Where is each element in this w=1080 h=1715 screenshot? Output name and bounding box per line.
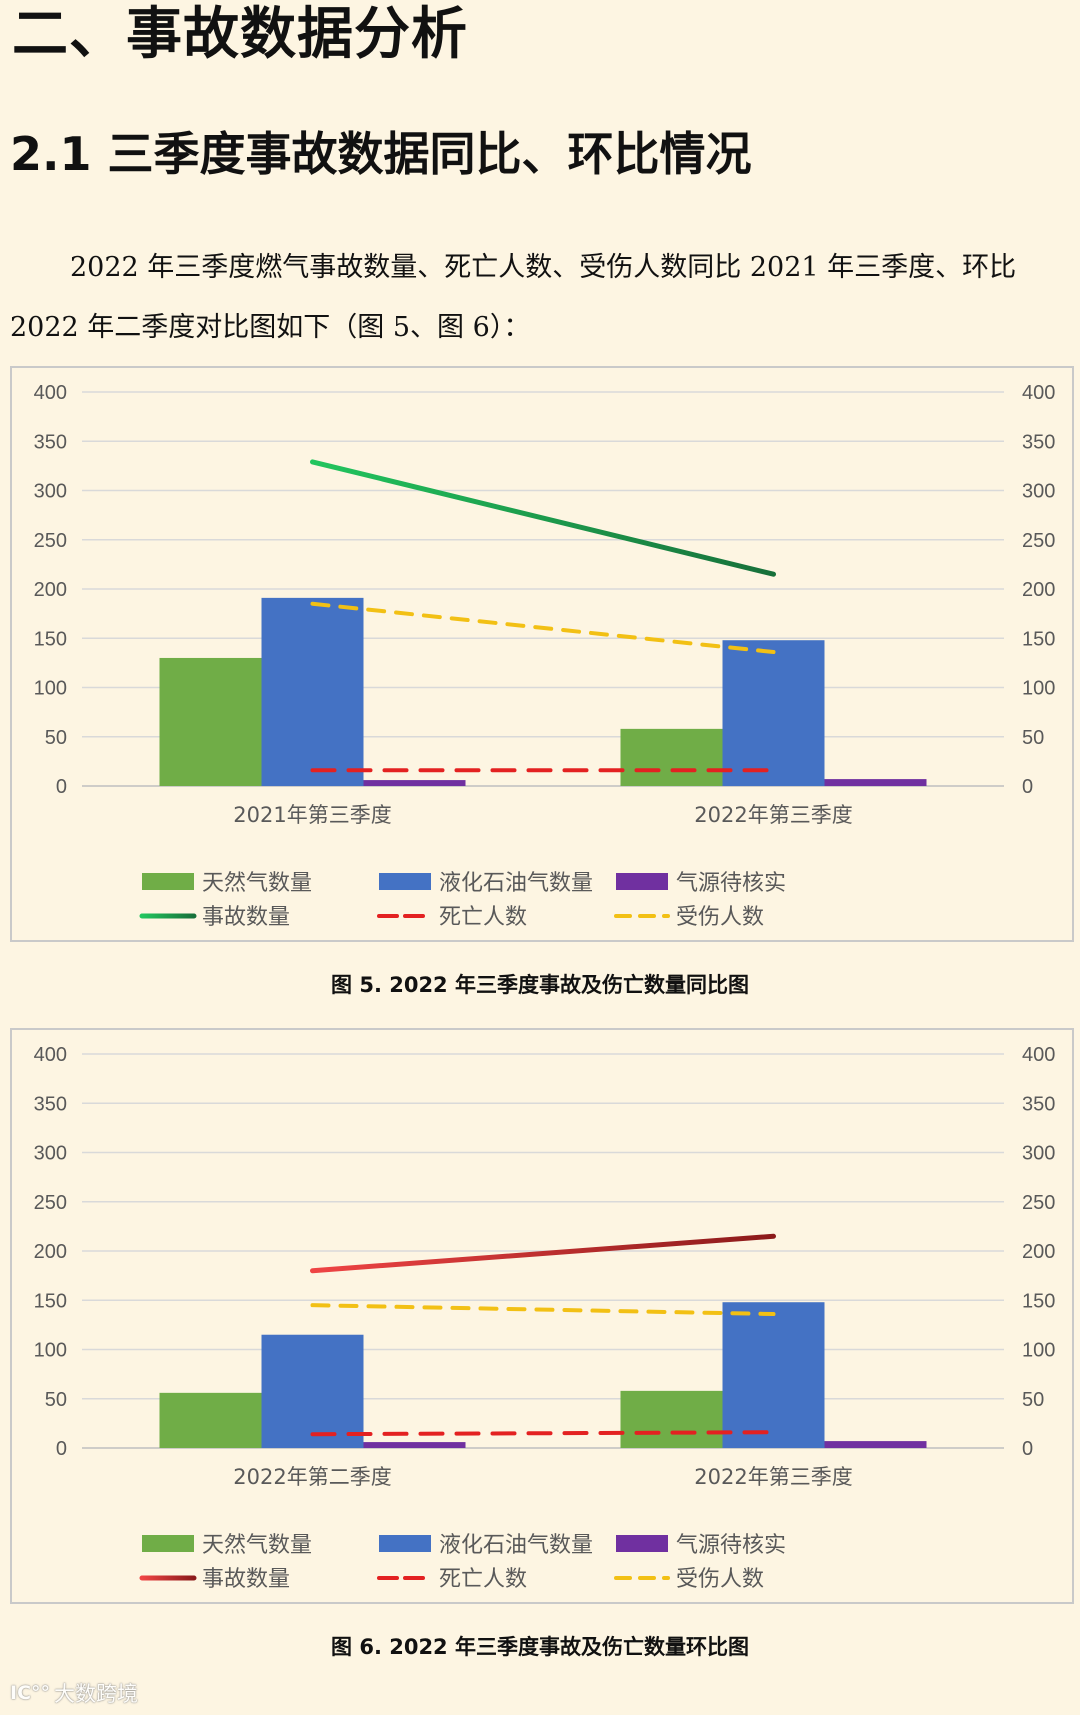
- qoq-chart-svg: 0 0 50 50 100 100 150 150 200 200 250 250 300 300 350 3…: [34, 1044, 1056, 1592]
- y-tick-right: 100: [1022, 1340, 1055, 1362]
- y-tick-left: 400: [34, 382, 67, 404]
- y-tick-right: 250: [1022, 1192, 1055, 1214]
- y-tick-right: 50: [1022, 1389, 1044, 1411]
- y-tick-left: 100: [34, 678, 67, 700]
- bar: [620, 1390, 723, 1448]
- x-tick-label: 2021年第三季度: [233, 803, 391, 827]
- bar: [261, 1334, 364, 1448]
- series-line: [310, 1233, 776, 1274]
- x-tick-label: 2022年第三季度: [694, 1465, 852, 1489]
- legend-label: 天然气数量: [202, 1533, 312, 1558]
- y-tick-left: 200: [34, 579, 67, 601]
- y-tick-right: 200: [1022, 579, 1055, 601]
- x-tick-label: 2022年第三季度: [694, 803, 852, 827]
- y-tick-left: 0: [56, 1438, 67, 1460]
- legend-label: 死亡人数: [439, 1567, 527, 1592]
- intro-paragraph: 2022 年三季度燃气事故数量、死亡人数、受伤人数同比 2021 年三季度、环比…: [10, 252, 1017, 343]
- legend-label: 液化石油气数量: [439, 871, 593, 896]
- y-tick-right: 100: [1022, 678, 1055, 700]
- bar: [722, 640, 825, 786]
- legend-label: 事故数量: [202, 905, 290, 930]
- y-tick-left: 50: [45, 1389, 67, 1411]
- legend-label: 受伤人数: [676, 905, 764, 930]
- y-tick-right: 0: [1022, 1438, 1033, 1460]
- series-line: [310, 459, 776, 577]
- y-tick-left: 50: [45, 727, 67, 749]
- y-tick-right: 250: [1022, 530, 1055, 552]
- series-line: [310, 1303, 776, 1317]
- bar: [363, 780, 466, 786]
- y-tick-right: 400: [1022, 1044, 1055, 1066]
- legend-label: 受伤人数: [676, 1567, 764, 1592]
- legend-label: 天然气数量: [202, 871, 312, 896]
- legend-label: 气源待核实: [676, 1533, 786, 1558]
- page-heading: 二、事故数据分析: [12, 2, 468, 67]
- qoq-chart: 0 0 50 50 100 100 150 150 200 200 250 250 300 300 350 3…: [10, 1028, 1074, 1604]
- bar: [363, 1442, 466, 1448]
- legend-label: 液化石油气数量: [439, 1533, 593, 1558]
- y-tick-left: 100: [34, 1340, 67, 1362]
- y-tick-right: 50: [1022, 727, 1044, 749]
- x-tick-label: 2022年第二季度: [233, 1465, 391, 1489]
- legend-swatch: [616, 873, 668, 890]
- bar: [824, 779, 927, 786]
- y-tick-right: 300: [1022, 1143, 1055, 1165]
- y-tick-left: 350: [34, 1093, 67, 1115]
- y-tick-left: 350: [34, 431, 67, 453]
- legend-label: 死亡人数: [439, 905, 527, 930]
- bar: [722, 1302, 825, 1448]
- legend-swatch: [379, 1535, 431, 1552]
- legend-swatch: [379, 873, 431, 890]
- series-line: [310, 601, 776, 655]
- bar: [159, 1392, 262, 1448]
- bar: [824, 1441, 927, 1448]
- legend-swatch: [616, 1535, 668, 1552]
- yoy-chart-svg: 0 0 50 50 100 100 150 150 200 200 250 250 300 300 350 3…: [34, 382, 1056, 930]
- figure-5-caption: 图 5. 2022 年三季度事故及伤亡数量同比图: [331, 973, 749, 997]
- legend-label: 事故数量: [202, 1567, 290, 1592]
- y-tick-left: 400: [34, 1044, 67, 1066]
- figure-6-caption: 图 6. 2022 年三季度事故及伤亡数量环比图: [331, 1635, 749, 1659]
- y-tick-right: 350: [1022, 431, 1055, 453]
- y-tick-left: 150: [34, 1290, 67, 1312]
- bar: [159, 657, 262, 786]
- legend-swatch: [142, 873, 194, 890]
- legend-label: 气源待核实: [676, 871, 786, 896]
- y-tick-right: 300: [1022, 481, 1055, 503]
- bar: [620, 728, 723, 786]
- y-tick-right: 150: [1022, 628, 1055, 650]
- yoy-chart: 0 0 50 50 100 100 150 150 200 200 250 250 300 300 350 3…: [10, 366, 1074, 942]
- bar: [261, 597, 364, 786]
- y-tick-right: 200: [1022, 1241, 1055, 1263]
- y-tick-left: 0: [56, 776, 67, 798]
- y-tick-left: 300: [34, 481, 67, 503]
- y-tick-right: 0: [1022, 776, 1033, 798]
- y-tick-right: 400: [1022, 382, 1055, 404]
- y-tick-left: 200: [34, 1241, 67, 1263]
- series-line: [310, 1430, 776, 1437]
- watermark-logo-icon: ⅠC°°: [10, 1682, 51, 1704]
- watermark-text: 大数跨境: [54, 1682, 139, 1706]
- y-tick-right: 350: [1022, 1093, 1055, 1115]
- y-tick-right: 150: [1022, 1290, 1055, 1312]
- y-tick-left: 250: [34, 1192, 67, 1214]
- y-tick-left: 150: [34, 628, 67, 650]
- legend-swatch: [142, 1535, 194, 1552]
- section-heading: 2.1 三季度事故数据同比、环比情况: [10, 127, 752, 181]
- y-tick-left: 250: [34, 530, 67, 552]
- y-tick-left: 300: [34, 1143, 67, 1165]
- watermark: ⅠC°° 大数跨境: [10, 1678, 138, 1708]
